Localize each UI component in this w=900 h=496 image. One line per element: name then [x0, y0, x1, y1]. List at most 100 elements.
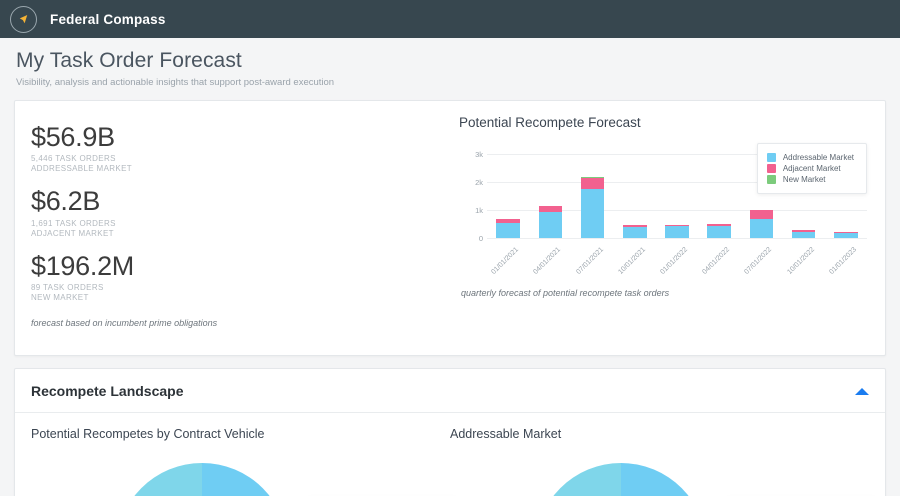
market-stats-panel: $56.9B 5,446 TASK ORDERS ADDRESSABLE MARKE…: [15, 101, 455, 355]
bar-slot: [487, 154, 529, 238]
bar-segment: [538, 211, 563, 238]
page-title: My Task Order Forecast: [16, 49, 242, 72]
stat-value: $196.2M: [31, 250, 134, 281]
recompete-landscape-card: Recompete Landscape Potential Recompetes…: [14, 368, 886, 496]
addressable-market-pie-chart[interactable]: [534, 463, 707, 496]
stacked-bar[interactable]: [707, 224, 732, 238]
legend-swatch: [766, 164, 776, 173]
bar-segment: [580, 176, 605, 179]
gridline: [487, 182, 867, 183]
x-axis-tick: 01/01/2021: [490, 246, 521, 276]
landscape-header[interactable]: Recompete Landscape: [15, 369, 885, 413]
contract-vehicle-title: Potential Recompetes by Contract Vehicle: [31, 427, 265, 441]
legend-item[interactable]: Adjacent Market: [766, 164, 854, 173]
stacked-bar[interactable]: [580, 176, 605, 238]
stat-order-count: 89 TASK ORDERS: [31, 283, 104, 293]
recompete-forecast-chart: Potential Recompete Forecast 3k 2k 1k 0 01/…: [455, 101, 885, 355]
stat-market-label: NEW MARKET: [31, 293, 89, 303]
x-tick-slot: 01/01/2021: [487, 238, 529, 280]
bar-segment: [622, 225, 647, 228]
stats-footnote: forecast based on incumbent prime obliga…: [31, 318, 218, 329]
chart-footnote: quarterly forecast of potential recompet…: [461, 288, 670, 298]
stacked-bar[interactable]: [665, 224, 689, 238]
legend-item[interactable]: Addressable Market: [766, 153, 854, 162]
stacked-bar[interactable]: [791, 230, 816, 238]
bar-group: [487, 154, 867, 238]
landscape-columns: Potential Recompetes by Contract Vehicle…: [15, 413, 885, 496]
x-tick-slot: 01/01/2023: [825, 238, 867, 280]
stat-value: $56.9B: [31, 122, 115, 152]
bar-segment: [622, 227, 647, 238]
chart-legend[interactable]: Addressable Market Adjacent Market New Mar…: [756, 143, 867, 194]
bar-slot: [571, 154, 613, 238]
x-axis-labels: 01/01/2021 04/01/2021 07/01/2021 10/01/2021…: [487, 238, 867, 280]
landscape-title: Recompete Landscape: [31, 383, 184, 399]
stat-block: $56.9B 5,446 TASK ORDERS ADDRESSABLE MARKE…: [31, 122, 455, 174]
gridline: [487, 154, 867, 155]
stat-market-label: ADDRESSABLE MARKET: [31, 164, 132, 174]
y-axis-tick: 1k: [475, 206, 483, 215]
bar-segment: [791, 230, 816, 232]
bar-segment: [707, 226, 732, 238]
forecast-summary-card: $56.9B 5,446 TASK ORDERS ADDRESSABLE MARKE…: [14, 100, 886, 356]
bar-segment: [749, 210, 774, 219]
x-axis-tick: 07/01/2021: [574, 246, 605, 276]
contract-vehicle-pie-wrap: Schedule 00CORP - The Profes...Schedule …: [31, 463, 450, 496]
addressable-market-title: Addressable Market: [450, 427, 562, 441]
x-tick-slot: 07/01/2021: [571, 238, 613, 280]
x-tick-slot: 01/01/2022: [656, 238, 698, 280]
page-header: My Task Order Forecast Visibility, analy…: [0, 38, 900, 88]
bar-segment: [538, 206, 563, 212]
bar-segment: [707, 224, 732, 227]
bar-segment: [580, 188, 605, 238]
stat-value: $6.2B: [31, 186, 101, 217]
bar-segment: [580, 178, 605, 189]
compass-arrow-icon[interactable]: [10, 5, 37, 33]
x-axis-tick: 04/01/2022: [701, 246, 732, 276]
x-axis-tick: 10/01/2022: [785, 246, 816, 276]
x-axis-tick: 04/01/2021: [532, 246, 563, 276]
bar-slot: [529, 154, 571, 238]
bar-slot: [740, 154, 782, 238]
stacked-bar[interactable]: [496, 218, 520, 238]
gridline: [487, 210, 867, 211]
stacked-bar[interactable]: [834, 232, 858, 238]
gridline: [487, 238, 867, 239]
stacked-bar[interactable]: [538, 206, 563, 238]
bar-slot: [783, 154, 825, 238]
stat-block: $196.2M 89 TASK ORDERS NEW MARKET: [31, 250, 455, 303]
chart-title: Potential Recompete Forecast: [459, 115, 641, 130]
bar-slot: [614, 154, 656, 238]
legend-swatch: [766, 153, 776, 162]
y-axis-tick: 2k: [475, 178, 483, 187]
stat-order-count: 5,446 TASK ORDERS: [31, 154, 116, 164]
x-axis-tick: 07/01/2022: [743, 246, 774, 276]
bar-segment: [834, 233, 858, 238]
legend-label: New Market: [782, 175, 826, 184]
bar-segment: [665, 226, 689, 238]
bar-segment: [665, 224, 689, 227]
bar-slot: [656, 154, 698, 238]
contract-vehicle-section: Potential Recompetes by Contract Vehicle…: [31, 427, 450, 496]
x-axis-tick: 01/01/2022: [659, 246, 690, 276]
bar-segment: [496, 218, 520, 224]
stacked-bar[interactable]: [622, 225, 647, 238]
y-axis-tick: 3k: [475, 150, 483, 159]
legend-label: Addressable Market: [782, 153, 854, 162]
x-tick-slot: 04/01/2021: [529, 238, 571, 280]
bar-slot: [698, 154, 740, 238]
bar-chart-plot: 3k 2k 1k 0: [475, 142, 867, 243]
x-axis-tick: 10/01/2021: [617, 246, 647, 276]
page-subtitle: Visibility, analysis and actionable insi…: [16, 77, 335, 88]
bar-slot: [825, 154, 867, 238]
x-axis-tick: 01/01/2023: [828, 246, 858, 276]
legend-swatch: [766, 175, 776, 184]
contract-vehicle-pie-chart[interactable]: [115, 463, 288, 496]
legend-item[interactable]: New Market: [766, 175, 854, 184]
compass-arrow-glyph: [19, 14, 28, 23]
app-header: Federal Compass: [0, 0, 900, 38]
legend-label: Adjacent Market: [782, 164, 841, 173]
caret-up-icon[interactable]: [855, 387, 869, 395]
stacked-bar[interactable]: [749, 210, 774, 238]
addressable-market-pie-wrap: Technology Acquisition CenterOffice of F…: [450, 463, 869, 496]
